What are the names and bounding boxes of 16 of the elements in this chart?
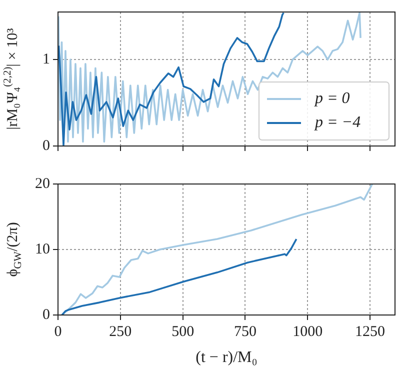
- x-tick-label: 250: [109, 324, 132, 340]
- x-tick-label: 1250: [355, 324, 386, 340]
- y-tick-label: 0: [42, 138, 50, 154]
- x-tick-label: 500: [172, 324, 194, 340]
- y-axis-title: |rM₀Ψ₄(2,2)| × 10³: [2, 28, 21, 130]
- x-tick-label: 750: [234, 324, 256, 340]
- x-axis-title: (t − r)/M₀: [196, 349, 258, 366]
- x-tick-label: 1000: [292, 324, 323, 340]
- legend-label: p = −4: [314, 114, 361, 132]
- y-axis-title: ϕGW/(2π): [4, 222, 24, 277]
- y-tick-label: 10: [35, 241, 50, 258]
- x-tick-label: 0: [54, 324, 62, 340]
- y-tick-label: 20: [35, 176, 50, 192]
- legend-label: p = 0: [314, 90, 350, 108]
- y-tick-label: 1: [42, 51, 50, 68]
- y-tick-label: 0: [42, 306, 50, 323]
